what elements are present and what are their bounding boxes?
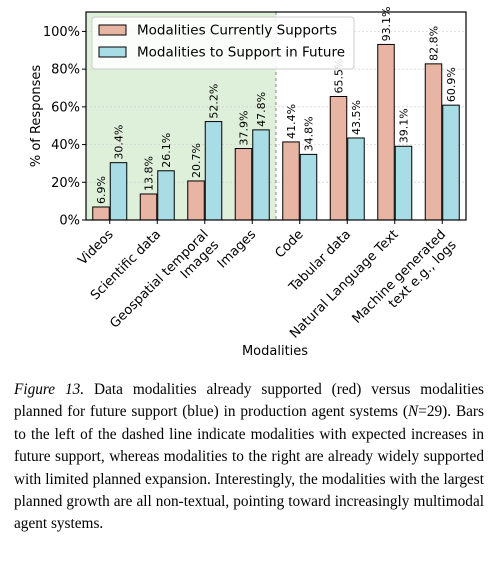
bar-current [234, 148, 253, 221]
caption-n-symbol: N [408, 403, 419, 421]
bar-future [157, 170, 175, 221]
bar-current [139, 193, 158, 221]
y-tick-label: 20% [51, 176, 80, 191]
bar-future [347, 137, 365, 221]
bar-value-label: 52.2% [208, 84, 221, 119]
legend-swatch [98, 46, 127, 58]
y-tick-label: 60% [51, 100, 80, 115]
x-tick-label: Machine generatedtext e.g., logs [350, 227, 460, 337]
bar-value-label: 82.8% [428, 26, 441, 61]
x-tick-label: Code [272, 227, 306, 261]
legend-label: Modalities to Support in Future [137, 45, 345, 61]
bar-value-label: 41.4% [285, 104, 298, 139]
bar-future [252, 129, 270, 221]
bar-current [282, 141, 300, 221]
bar-value-label: 43.5% [350, 100, 363, 135]
bar-value-label: 39.1% [398, 108, 411, 143]
y-tick-label: 40% [51, 138, 80, 153]
bar-future [109, 162, 128, 221]
bar-current [329, 95, 348, 221]
x-axis-label: Modalities [242, 344, 308, 359]
caption-text-start: Data modalities already supported (red) … [14, 381, 484, 421]
plot-frame [85, 11, 467, 221]
bar-value-label: 13.8% [143, 156, 156, 191]
bar-value-label: 6.9% [95, 176, 108, 204]
legend-box [91, 16, 355, 70]
bar-current [377, 43, 395, 221]
caption-label: Figure 13. [14, 381, 85, 398]
bar-value-label: 34.8% [303, 116, 316, 151]
bar-future [442, 104, 460, 221]
bar-current [424, 63, 443, 221]
x-tick-label: Geospatial temporalImages [107, 227, 222, 342]
y-tick-label: 80% [51, 63, 80, 78]
legend-swatch [98, 24, 127, 36]
bar-value-label: 47.8% [255, 92, 268, 127]
bar-future [394, 145, 413, 221]
chart: 6.9% 13.8% 20.7%37.9% 41.4%65.5%93.1%82.8%3… [29, 6, 467, 359]
figure-caption: Figure 13. Data modalities already suppo… [14, 379, 484, 536]
caption-text-end: ). Bars to the left of the dashed line i… [14, 403, 484, 533]
bar-value-label: 60.9% [445, 67, 458, 102]
y-tick-label: 0% [59, 214, 80, 229]
bar-value-label: 30.4% [113, 125, 126, 160]
legend-label: Modalities Currently Supports [137, 23, 337, 39]
bar-value-label: 37.9% [238, 111, 251, 146]
y-tick-label: 100% [43, 25, 80, 40]
bar-current [92, 206, 110, 221]
caption-n-value: =29 [418, 403, 443, 421]
bar-current [187, 180, 205, 221]
y-axis-label: % of Responses [29, 65, 44, 168]
bar-future [204, 121, 223, 221]
x-tick-label: Images [215, 227, 259, 271]
x-tick-label: Videos [75, 227, 116, 268]
bar-value-label: 20.7% [190, 143, 203, 178]
bar-future [299, 153, 318, 221]
bar-value-label: 26.1% [160, 133, 173, 168]
bar-value-label: 93.1% [380, 6, 393, 41]
